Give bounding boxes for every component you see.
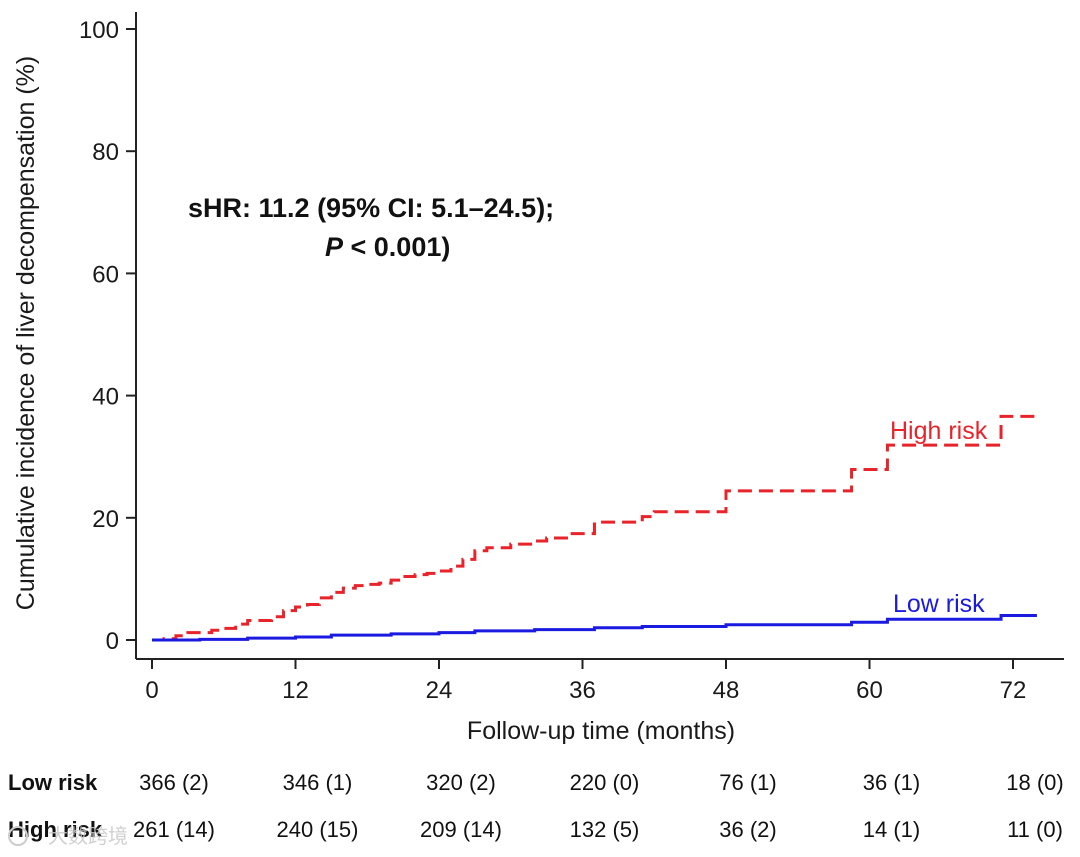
annotation-p-value: P < 0.001): [325, 232, 450, 262]
annotation-p-text: < 0.001): [343, 232, 450, 262]
risk-cell: 132 (5): [570, 817, 640, 842]
x-tick-label: 0: [145, 677, 158, 704]
series-group: [152, 414, 1037, 642]
watermark: 大数跨境: [8, 824, 128, 848]
x-tick-label: 48: [713, 677, 740, 704]
risk-cells: 366 (2) 346 (1) 320 (2) 220 (0) 76 (1) 36 (1)…: [133, 770, 1064, 842]
annotation-hazard-ratio: sHR: 11.2 (95% CI: 5.1–24.5);: [188, 193, 554, 223]
y-axis-title: Cumulative incidence of liver decompensa…: [12, 56, 40, 610]
risk-cell: 36 (2): [719, 817, 776, 842]
y-tick-label: 20: [92, 506, 119, 533]
risk-row-label-low: Low risk: [8, 770, 98, 795]
risk-table: Low risk High risk 366 (2) 346 (1) 320 (2)…: [8, 770, 1064, 842]
watermark-icon: [8, 826, 28, 846]
y-tick-label: 0: [106, 628, 119, 655]
x-tick-label: 60: [856, 677, 883, 704]
risk-cell: 11 (0): [1007, 817, 1063, 842]
series-label-low-risk: Low risk: [893, 590, 985, 618]
y-tick-label: 60: [92, 261, 119, 288]
series-line-low-risk: [152, 614, 1037, 642]
chart-axes: [135, 12, 1064, 660]
y-tick-label: 100: [79, 17, 119, 44]
x-tick-label: 36: [569, 677, 596, 704]
risk-cell: 220 (0): [570, 770, 640, 795]
x-tick-label: 72: [1000, 677, 1027, 704]
y-axis-ticks: 0 20 40 60 80 100: [79, 17, 136, 655]
x-tick-label: 12: [282, 677, 309, 704]
risk-cell: 240 (15): [277, 817, 359, 842]
y-tick-label: 80: [92, 139, 119, 166]
risk-cell: 366 (2): [139, 770, 209, 795]
x-axis-ticks: 0 12 24 36 48 60 72: [145, 659, 1026, 704]
risk-cell: 14 (1): [863, 817, 920, 842]
risk-cell: 261 (14): [133, 817, 215, 842]
risk-cell: 346 (1): [283, 770, 353, 795]
risk-cell: 320 (2): [426, 770, 496, 795]
x-axis-title: Follow-up time (months): [467, 717, 735, 745]
series-line-high-risk: [152, 414, 1037, 642]
x-tick-label: 24: [426, 677, 453, 704]
series-label-high-risk: High risk: [890, 417, 988, 445]
annotation-p-symbol: P: [325, 232, 344, 262]
risk-cell: 18 (0): [1006, 770, 1063, 795]
risk-cell: 36 (1): [863, 770, 920, 795]
y-tick-label: 40: [92, 384, 119, 411]
watermark-text: 大数跨境: [48, 824, 128, 848]
risk-cell: 209 (14): [420, 817, 502, 842]
risk-cell: 76 (1): [719, 770, 776, 795]
